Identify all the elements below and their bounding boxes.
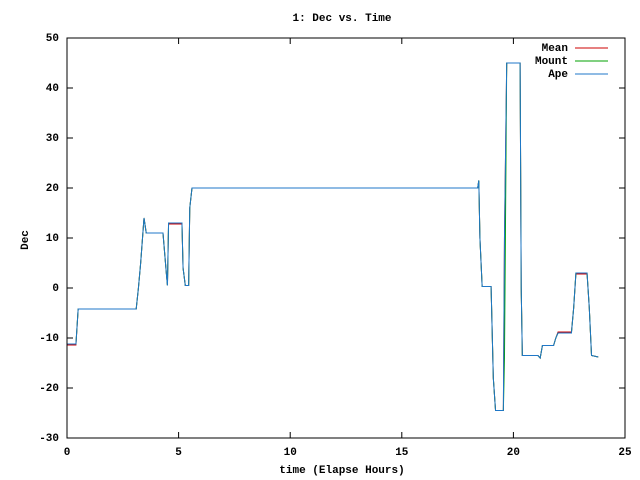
plot-frame <box>66 37 626 439</box>
legend-label: Mount <box>535 56 568 68</box>
x-tick-label: 20 <box>507 447 520 459</box>
y-tick-label: 40 <box>46 83 59 95</box>
legend-label: Ape <box>548 69 568 81</box>
y-tick-label: 10 <box>46 233 59 245</box>
y-tick-label: 50 <box>46 33 59 45</box>
x-tick-label: 10 <box>284 447 297 459</box>
x-axis-label: time (Elapse Hours) <box>279 465 404 477</box>
y-tick-label: -30 <box>39 433 59 445</box>
y-tick-label: 0 <box>52 283 59 295</box>
y-tick-label: 30 <box>46 133 59 145</box>
y-tick-label: 20 <box>46 183 59 195</box>
x-tick-label: 0 <box>64 447 71 459</box>
legend-label: Mean <box>542 43 568 55</box>
y-tick-label: -20 <box>39 383 59 395</box>
chart-title: 1: Dec vs. Time <box>292 13 391 25</box>
x-tick-label: 25 <box>618 447 632 459</box>
data-line <box>67 62 599 411</box>
x-tick-label: 15 <box>395 447 409 459</box>
y-tick-label: -10 <box>39 333 59 345</box>
x-tick-label: 5 <box>175 447 182 459</box>
y-axis-label: Dec <box>20 230 32 250</box>
